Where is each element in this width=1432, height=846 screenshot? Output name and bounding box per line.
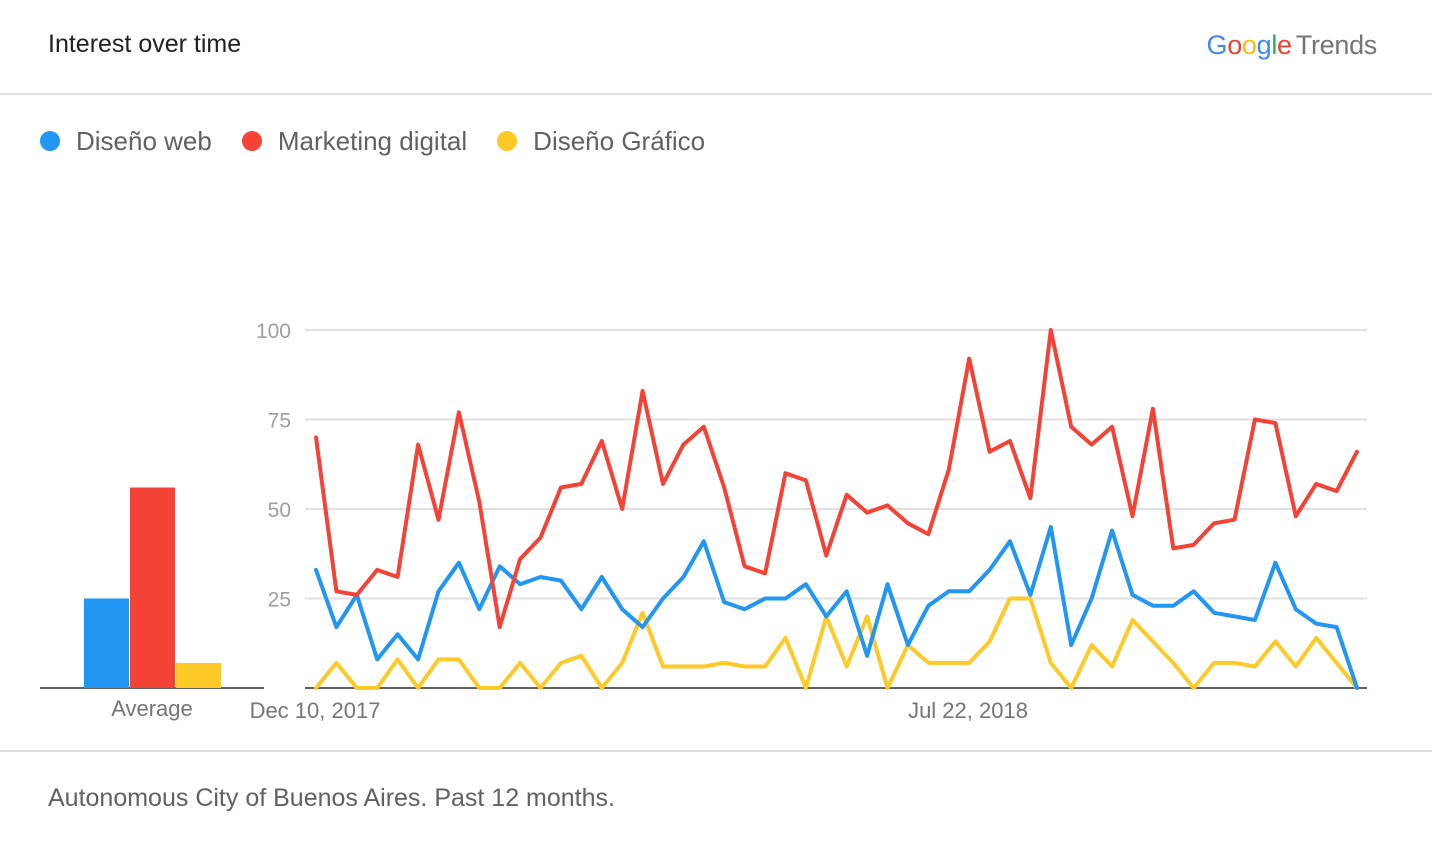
chart-title: Interest over time xyxy=(48,30,242,58)
average-label: Average xyxy=(111,696,193,721)
logo-trends-text: Trends xyxy=(1295,30,1378,60)
x-tick-label: Jul 22, 2018 xyxy=(908,698,1028,723)
legend: Diseño web Marketing digital Diseño Gráf… xyxy=(40,124,735,158)
y-tick-label: 25 xyxy=(268,589,291,612)
footer-divider xyxy=(0,750,1432,752)
footer-caption: Autonomous City of Buenos Aires. Past 12… xyxy=(48,784,615,812)
y-tick-label: 75 xyxy=(268,410,291,433)
average-bar-diseño-gráfico xyxy=(176,662,221,688)
y-tick-label: 50 xyxy=(268,499,291,522)
legend-label: Diseño web xyxy=(76,125,212,156)
series-line-diseño-web xyxy=(314,524,1359,690)
logo-google-text: Google xyxy=(1206,30,1292,60)
legend-dot-icon xyxy=(497,131,518,151)
legend-label: Marketing digital xyxy=(277,125,468,156)
legend-dot-icon xyxy=(40,131,60,151)
legend-dot-icon xyxy=(241,131,262,151)
legend-item-diseno-grafico[interactable]: Diseño Gráfico xyxy=(497,126,705,157)
google-trends-logo[interactable]: Google Trends xyxy=(1206,30,1377,61)
legend-item-marketing-digital[interactable]: Marketing digital xyxy=(241,125,468,157)
header: Interest over time Google Trends xyxy=(0,0,1432,95)
y-tick-label: 100 xyxy=(256,320,291,343)
average-bar-diseño-web xyxy=(84,598,129,688)
series-line-marketing-digital xyxy=(314,328,1359,630)
series-line-diseño-gráfico xyxy=(314,596,1359,690)
x-tick-label: Dec 10, 2017 xyxy=(250,698,381,723)
legend-label: Diseño Gráfico xyxy=(533,125,706,156)
legend-item-diseno-web[interactable]: Diseño web xyxy=(40,126,212,157)
average-bar-marketing-digital xyxy=(130,487,175,688)
